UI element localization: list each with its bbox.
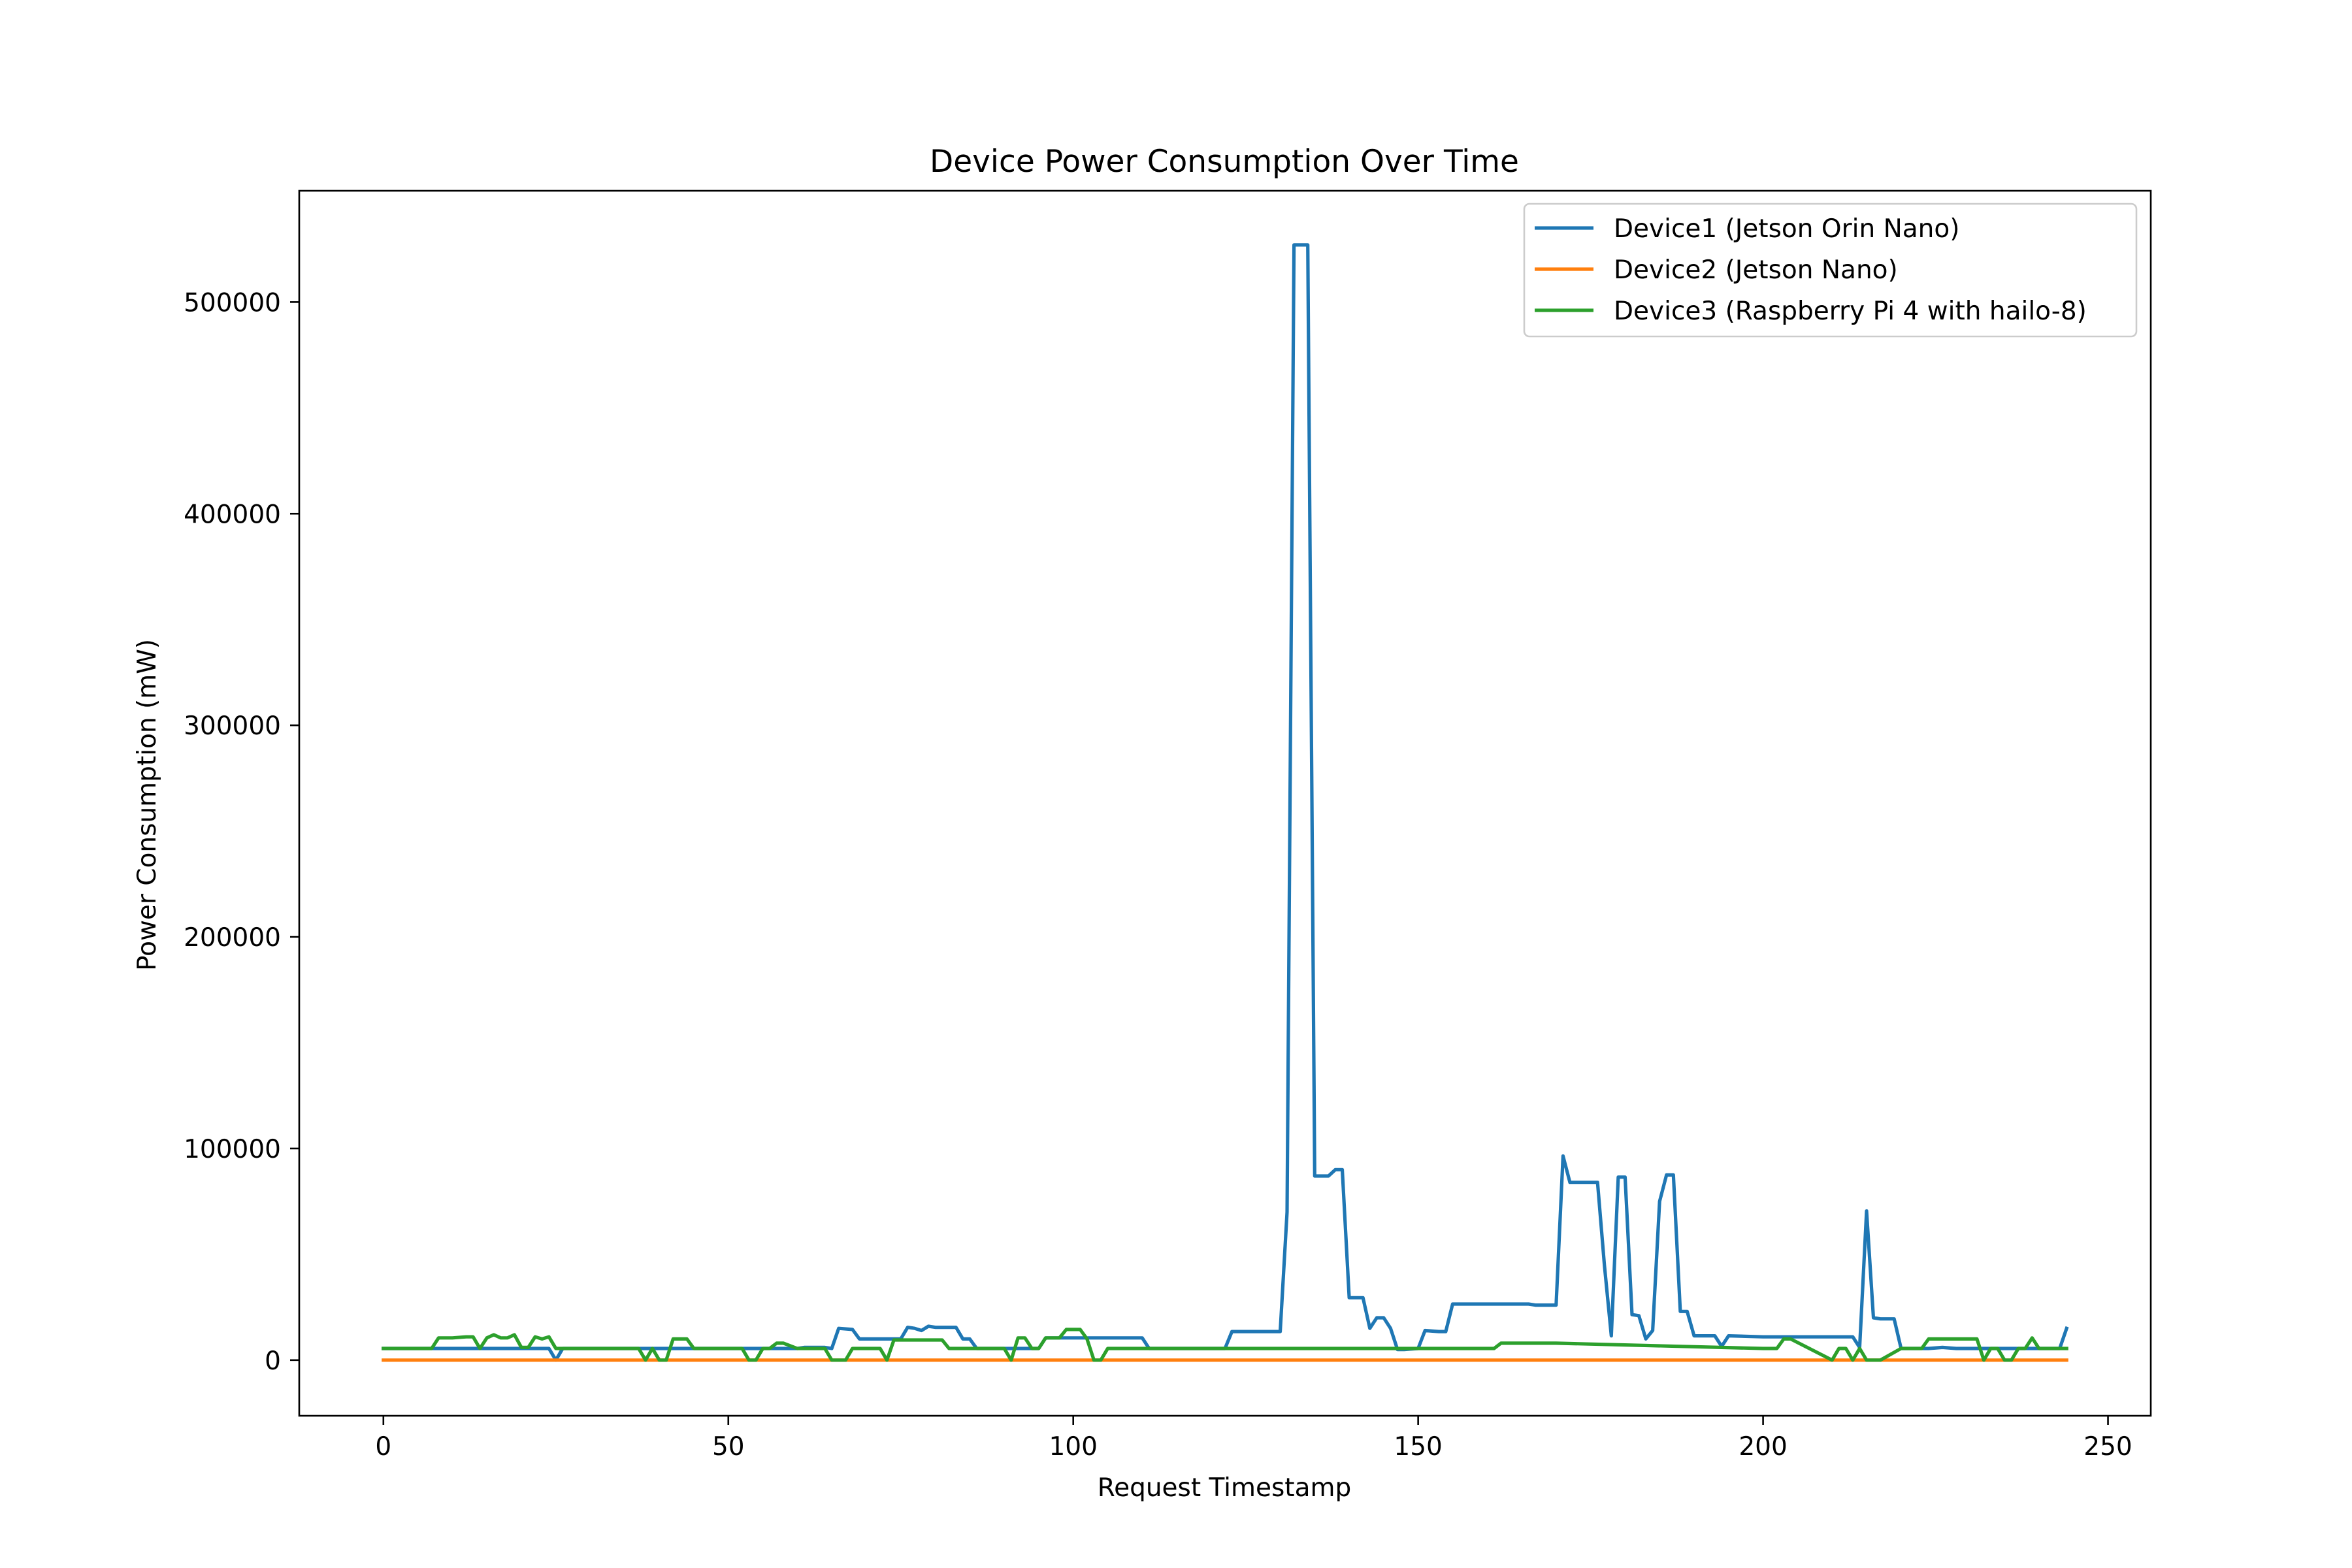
plot-frame <box>298 189 2152 1417</box>
y-tick-label: 400000 <box>184 500 281 529</box>
x-axis-label: Request Timestamp <box>1098 1473 1352 1503</box>
y-tick-label: 0 <box>265 1347 281 1376</box>
y-tick-label: 300000 <box>184 711 281 741</box>
legend-entries: Device1 (Jetson Orin Nano) Device2 (Jetso… <box>1535 214 2087 326</box>
legend-label-1: Device1 (Jetson Orin Nano) <box>1614 214 1959 244</box>
legend-label-2: Device2 (Jetson Nano) <box>1614 255 1898 285</box>
x-tick-label: 150 <box>1394 1432 1442 1462</box>
legend-box <box>1523 203 2138 338</box>
x-tick-label: 100 <box>1049 1432 1097 1462</box>
y-tick-label: 200000 <box>184 923 281 953</box>
y-axis-label: Power Consumption (mW) <box>133 639 162 971</box>
series-layer <box>382 243 2069 1362</box>
x-tick-label: 0 <box>375 1432 391 1462</box>
x-tick-label: 200 <box>1739 1432 1787 1462</box>
x-tick-label: 50 <box>712 1432 745 1462</box>
series-line-1 <box>382 243 2069 1362</box>
y-axis: 0 100000 200000 300000 400000 500000 <box>184 288 299 1376</box>
y-tick-label: 100000 <box>184 1135 281 1164</box>
x-tick-label: 250 <box>2083 1432 2132 1462</box>
y-tick-label: 500000 <box>184 288 281 318</box>
x-axis: 0 50 100 150 200 250 <box>375 1416 2132 1462</box>
legend-label-3: Device3 (Raspberry Pi 4 with hailo-8) <box>1614 297 2087 326</box>
chart-title: Device Power Consumption Over Time <box>930 144 1519 180</box>
legend: Device1 (Jetson Orin Nano) Device2 (Jetso… <box>1523 203 2138 338</box>
series-line-3 <box>382 1328 2068 1362</box>
